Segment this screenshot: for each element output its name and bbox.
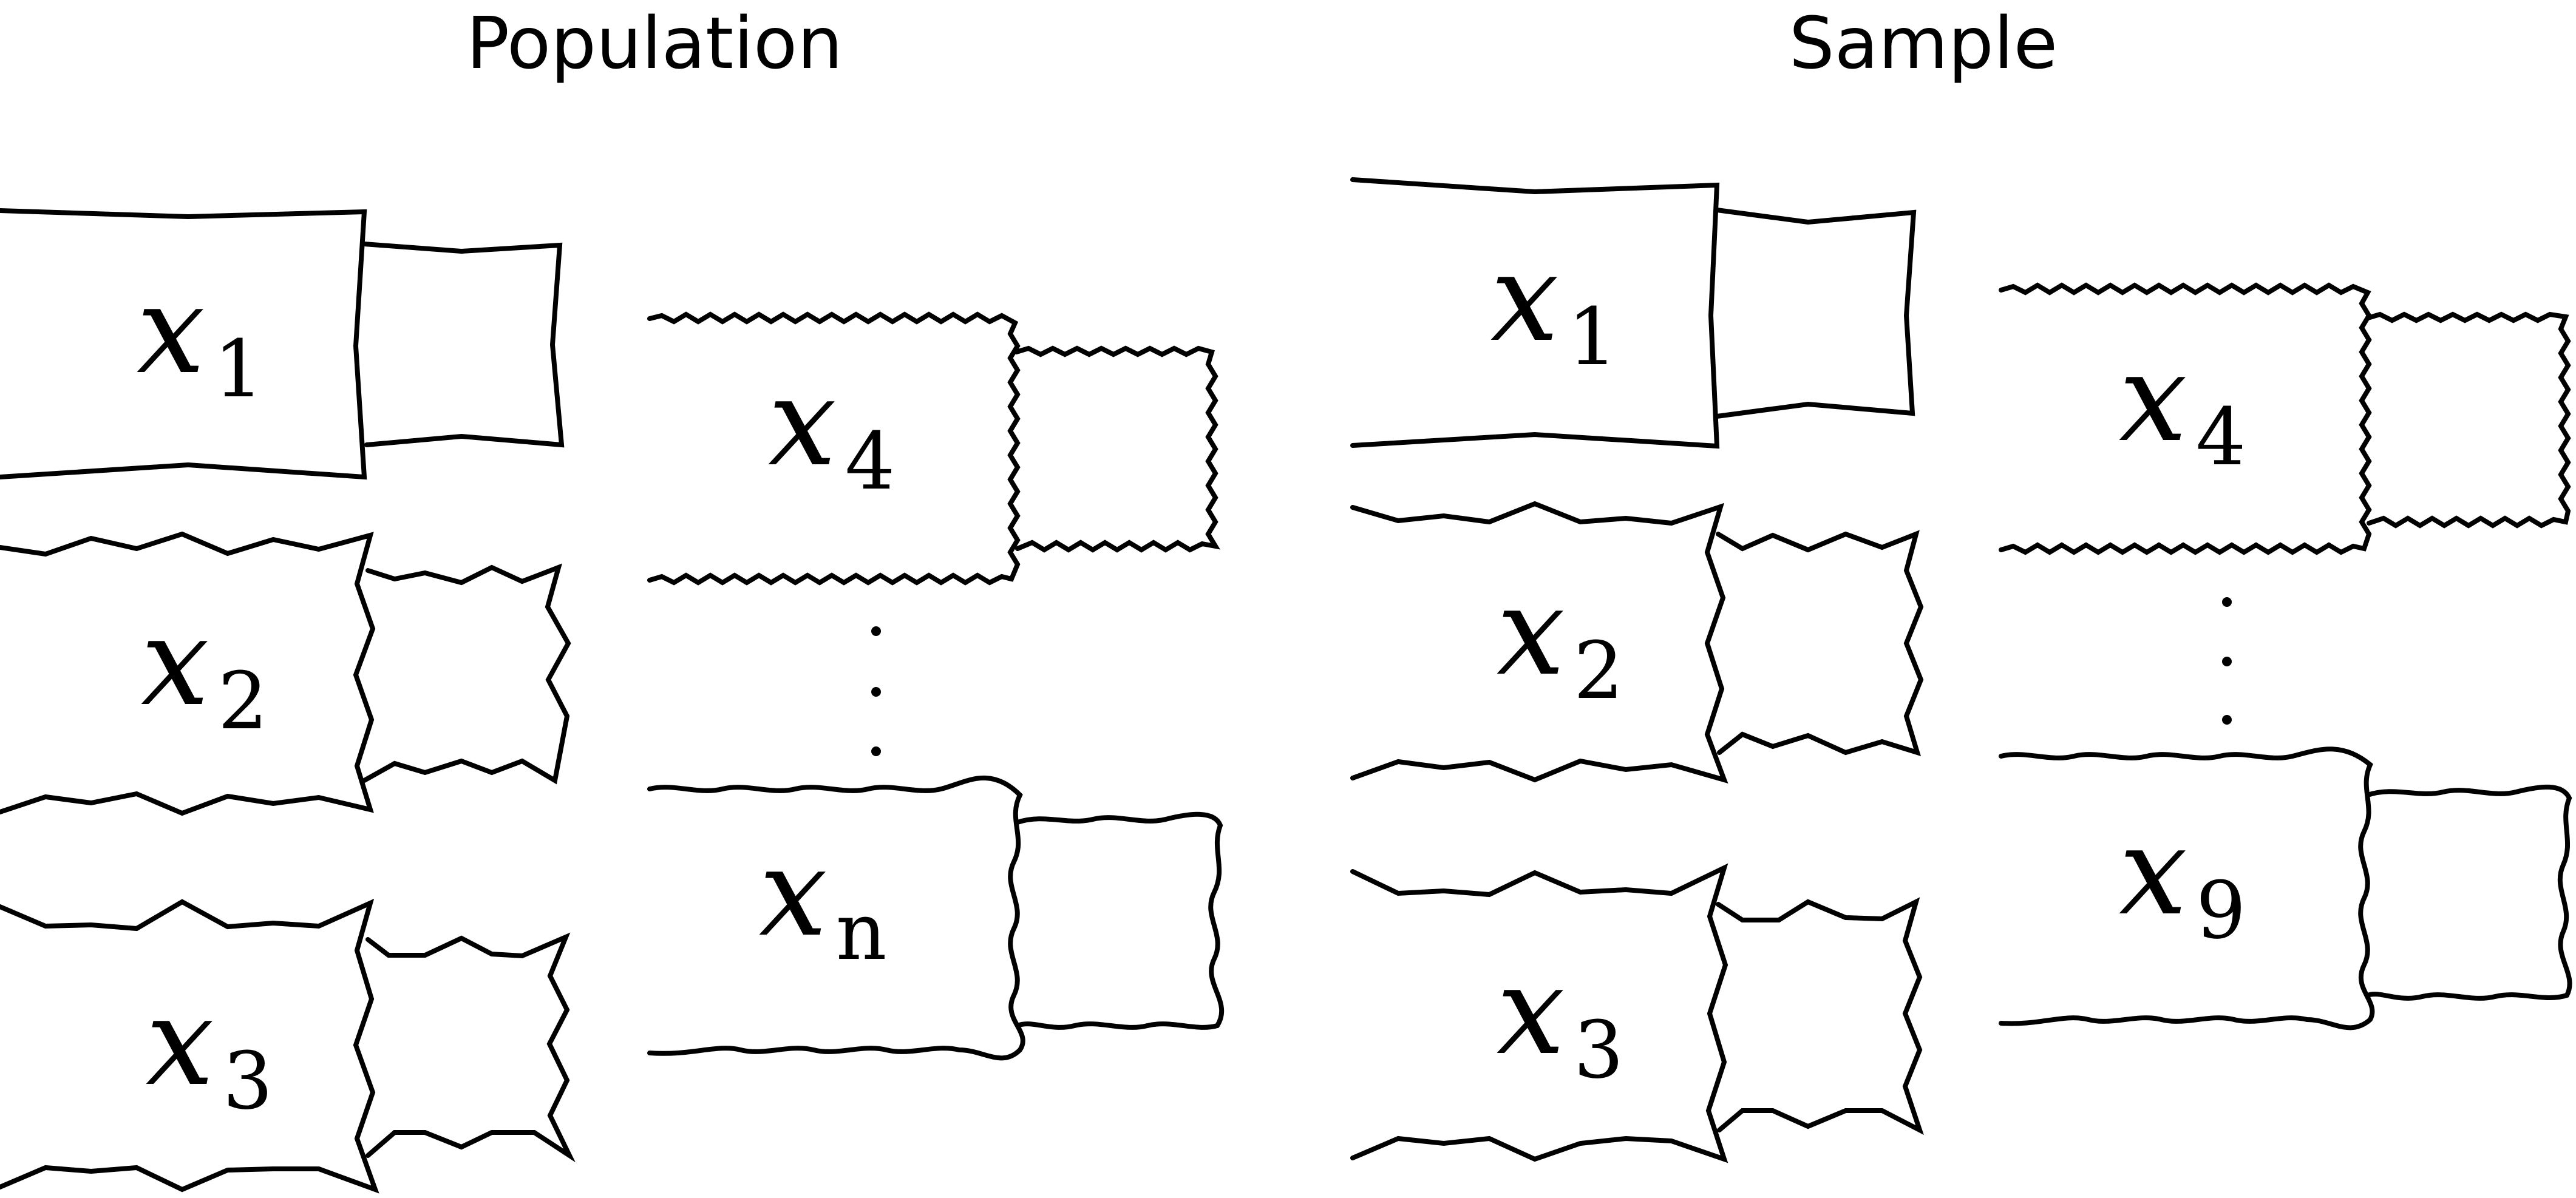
straight-body-shape: [0, 208, 367, 480]
sample-heading: Sample: [1789, 1, 2058, 85]
jagged-body-shape: [1350, 863, 1728, 1163]
jagged-tab-shape: [365, 932, 576, 1163]
ellipsis-dot: [871, 746, 881, 756]
ellipsis-dot: [2222, 657, 2232, 666]
jagged-tab-shape: [1716, 530, 1924, 757]
ellipsis-dot: [871, 687, 881, 697]
straight-tab-shape: [1715, 208, 1917, 419]
wavy-body-shape: [1999, 746, 2375, 1030]
wavy-tab-shape: [2365, 784, 2572, 1001]
ellipsis-dot: [2222, 597, 2232, 607]
zigzag-body-shape: [1999, 282, 2372, 555]
ellipsis-dot: [871, 626, 881, 636]
wavy-tab-shape: [1015, 811, 1225, 1030]
jagged-tab-shape: [362, 563, 571, 785]
ellipsis-dot: [2222, 715, 2232, 725]
zigzag-tab-shape: [1014, 345, 1220, 553]
jagged-body-shape: [0, 898, 379, 1194]
zigzag-tab-shape: [2365, 311, 2571, 529]
straight-body-shape: [1350, 177, 1720, 449]
population-ellipsis: [871, 626, 881, 756]
jagged-body-shape: [0, 531, 376, 816]
jagged-body-shape: [1350, 501, 1728, 784]
straight-tab-shape: [362, 242, 565, 448]
jagged-tab-shape: [1716, 897, 1924, 1135]
population-heading: Population: [466, 1, 843, 85]
sample-ellipsis: [2222, 597, 2232, 725]
zigzag-body-shape: [647, 311, 1021, 586]
wavy-body-shape: [647, 776, 1025, 1061]
